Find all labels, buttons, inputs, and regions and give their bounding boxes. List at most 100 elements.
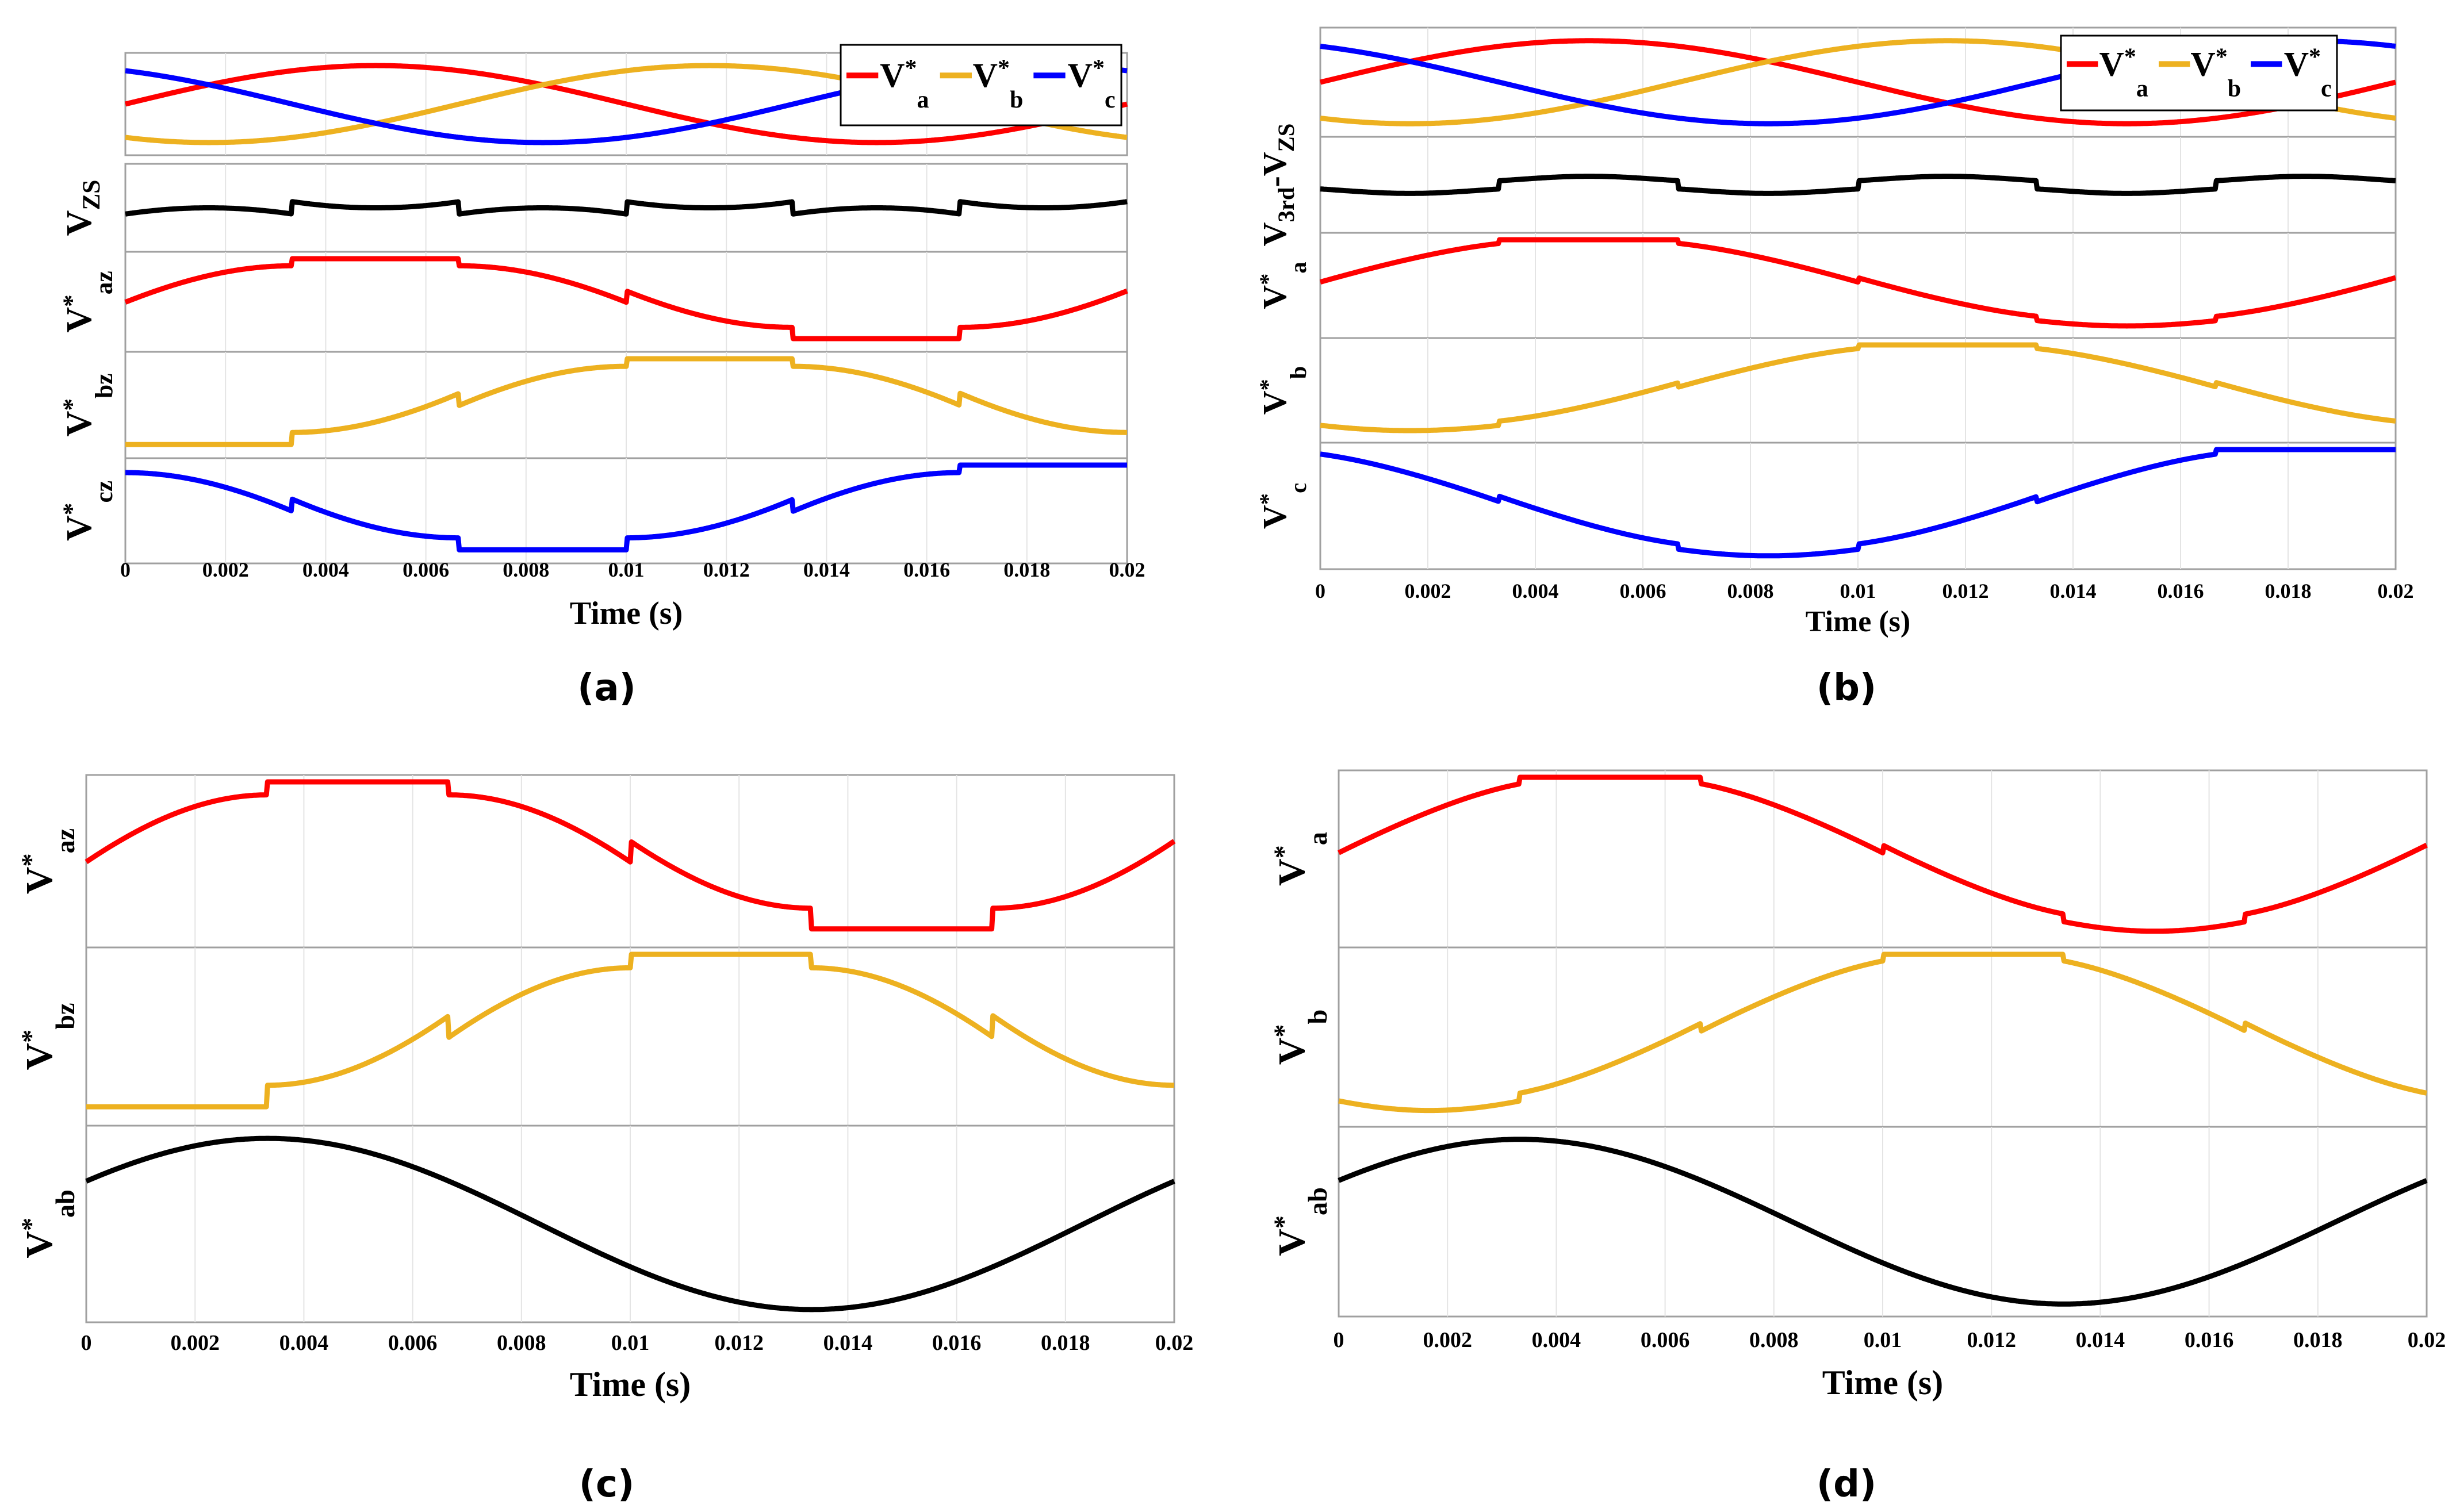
series-v3rdvzs <box>1319 174 2397 196</box>
xtick-label: 0.016 <box>903 558 950 581</box>
legend: V*a V*b V*c <box>840 44 1122 126</box>
subplot-a-2: VZS <box>60 163 1129 253</box>
legend-label: V*b <box>973 55 1024 113</box>
legend-label: V*c <box>1068 55 1116 113</box>
subplot-c-2: V*bz <box>16 946 1176 1127</box>
legend-label: V*a <box>880 55 929 113</box>
subplot-d-3: V*ab <box>1269 1126 2428 1318</box>
xtick-label: 0.008 <box>1727 580 1774 603</box>
series-vb <box>1337 951 2428 1114</box>
subplot-b-2: V3rd-VZS <box>1256 124 2397 247</box>
caption-a: (a) <box>577 667 636 709</box>
panel-c: V*az V*bz V*ab 0 0.002 0.004 0.006 0.008 0.01 0.0… <box>16 774 1194 1403</box>
xtick-label: 0.006 <box>1620 580 1666 603</box>
series-vaz <box>124 256 1129 341</box>
ylabel-b-4: V*b <box>1255 366 1311 415</box>
legend-box <box>840 44 1122 126</box>
ylabel-c-3: V*ab <box>16 1189 80 1258</box>
xtick-label: 0.018 <box>1003 558 1050 581</box>
xtick-label: 0.02 <box>1155 1331 1194 1355</box>
ylabel-a-3: V*az <box>58 271 118 332</box>
xtick-label: 0.014 <box>2076 1328 2125 1352</box>
xtick-label: 0.002 <box>1405 580 1451 603</box>
xtick-label: 0 <box>1315 580 1325 603</box>
xlabel: Time (s) <box>570 1365 691 1403</box>
xtick-label: 0.018 <box>1041 1331 1090 1355</box>
legend-label: V*a <box>2099 44 2148 102</box>
xtick-label: 0.008 <box>1749 1328 1799 1352</box>
series-va <box>1337 774 2428 934</box>
xtick-label: 0.02 <box>2378 580 2414 603</box>
series-va <box>124 63 1129 145</box>
xtick-label: 0.02 <box>1109 558 1145 581</box>
series-vab <box>85 1135 1176 1313</box>
ylabel-a-4: V*bz <box>58 374 118 437</box>
xtick-label: 0.012 <box>714 1331 764 1355</box>
xlabel: Time (s) <box>570 596 683 631</box>
series-va <box>1319 237 2397 329</box>
series-vbz <box>85 951 1176 1110</box>
subplot-a-3: V*az <box>58 251 1129 353</box>
xtick-label: 0.004 <box>279 1331 329 1355</box>
panel-b: V3rd-VZS V*a V*b V*c 0 0.002 0.004 0.006 0.008 0.… <box>1255 26 2414 638</box>
xtick-label: 0.01 <box>608 558 645 581</box>
xtick-label: 0 <box>1334 1328 1344 1352</box>
xlabel: Time (s) <box>1806 605 1910 638</box>
xtick-label: 0.004 <box>1512 580 1559 603</box>
ylabel-a-5: V*cz <box>58 481 118 541</box>
xtick-label: 0.01 <box>1864 1328 1902 1352</box>
xtick-label: 0.002 <box>170 1331 220 1355</box>
subplot-b-4: V*b <box>1255 337 2397 444</box>
caption-b: (b) <box>1817 667 1876 709</box>
xtick-label: 0.012 <box>1967 1328 2016 1352</box>
xtick-label: 0.006 <box>403 558 449 581</box>
ylabel-c-1: V*az <box>16 828 80 894</box>
xtick-label: 0.01 <box>1840 580 1876 603</box>
xtick-label: 0.016 <box>2158 580 2204 603</box>
caption-c: (c) <box>579 1463 634 1506</box>
ylabel-b-2: V3rd-VZS <box>1256 124 1299 247</box>
series-vb <box>1319 342 2397 433</box>
xtick-label: 0.012 <box>703 558 750 581</box>
xtick-label: 0 <box>120 558 131 581</box>
panel-d: V*a V*b V*ab 0 0.002 0.004 0.006 0.008 0.01 0.012… <box>1269 769 2446 1402</box>
subplot-c-1: V*az <box>16 774 1176 949</box>
series-vbz <box>124 356 1129 447</box>
xtick-label: 0.002 <box>202 558 249 581</box>
series-vcz <box>124 462 1129 552</box>
caption-d: (d) <box>1817 1463 1876 1506</box>
series-vzs <box>124 199 1129 217</box>
subplot-d-2: V*b <box>1269 946 2428 1128</box>
xtick-label: 0.016 <box>932 1331 982 1355</box>
series-vab <box>1337 1137 2428 1307</box>
ylabel-b-5: V*c <box>1255 483 1311 529</box>
xtick-label: 0.006 <box>388 1331 438 1355</box>
subplot-a-5: V*cz <box>58 457 1129 565</box>
xtick-label: 0.014 <box>803 558 850 581</box>
xtick-label: 0.008 <box>503 558 549 581</box>
panel-a: VZS V*az V*bz V*cz0 0.002 0.004 0.006 0.008 0.01… <box>58 44 1145 631</box>
xtick-label: 0.006 <box>1641 1328 1690 1352</box>
xlabel: Time (s) <box>1822 1364 1944 1402</box>
xtick-label: 0.004 <box>1532 1328 1581 1352</box>
xtick-label: 0.014 <box>2050 580 2097 603</box>
ylabel-d-1: V*a <box>1269 832 1332 886</box>
subplot-c-3: V*ab <box>16 1125 1176 1323</box>
ylabel-d-2: V*b <box>1269 1010 1332 1065</box>
xtick-label: 0.012 <box>1942 580 1989 603</box>
subplot-b-5: V*c <box>1255 442 2397 570</box>
series-vaz <box>85 779 1176 932</box>
series-va <box>1319 38 2397 126</box>
series-vc <box>1319 447 2397 559</box>
legend-label: V*b <box>2190 44 2241 102</box>
xtick-label: 0.002 <box>1423 1328 1472 1352</box>
subplot-a-4: V*bz <box>58 351 1129 459</box>
xtick-label: 0.016 <box>2185 1328 2234 1352</box>
xtick-label: 0.018 <box>2293 1328 2343 1352</box>
xtick-label: 0.018 <box>2265 580 2312 603</box>
xtick-label: 0.014 <box>823 1331 873 1355</box>
ylabel-d-3: V*ab <box>1269 1187 1332 1256</box>
xtick-label: 0.02 <box>2408 1328 2446 1352</box>
legend-box <box>2060 34 2338 112</box>
